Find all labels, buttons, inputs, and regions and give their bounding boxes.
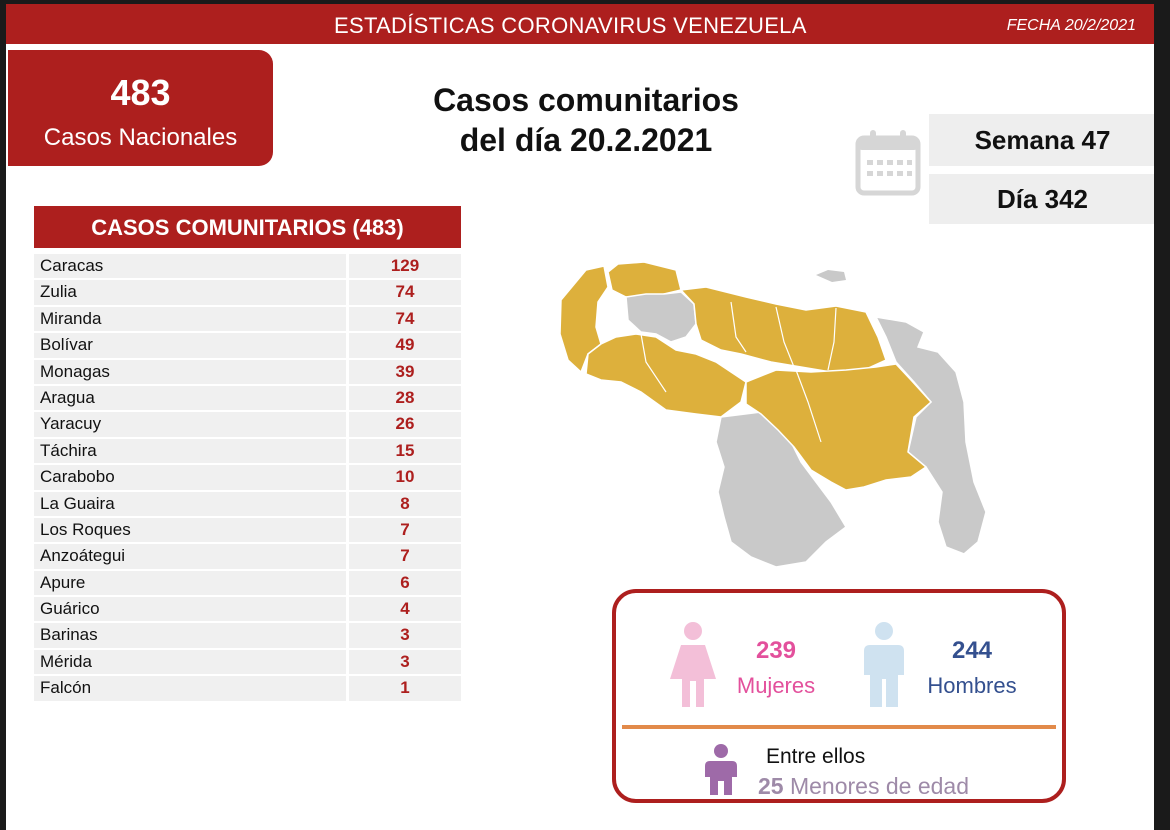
state-cases: 28 bbox=[349, 385, 461, 411]
state-cases: 8 bbox=[349, 491, 461, 516]
state-cases: 10 bbox=[349, 465, 461, 490]
women-label: Mujeres bbox=[736, 673, 816, 698]
state-cases: 15 bbox=[349, 438, 461, 464]
demographics-panel: 239 Mujeres 244 Hombres Entre ellos 25 M… bbox=[612, 589, 1066, 803]
divider bbox=[622, 725, 1056, 729]
state-name: Apure bbox=[34, 570, 346, 596]
table-row: Falcón 1 bbox=[34, 676, 461, 701]
national-cases-count: 483 bbox=[110, 72, 171, 113]
map-region-zulia bbox=[559, 265, 609, 374]
map-region-islands bbox=[816, 270, 846, 282]
table-row: Zulia 74 bbox=[34, 280, 461, 305]
map-region-amazonas bbox=[715, 411, 847, 568]
state-name: Miranda bbox=[34, 306, 346, 332]
venezuela-map bbox=[559, 261, 987, 568]
child-icon bbox=[705, 744, 737, 795]
week-indicator: Semana 47 bbox=[929, 114, 1156, 166]
state-cases: 74 bbox=[349, 280, 461, 305]
women-count: 239 bbox=[755, 637, 797, 664]
state-cases: 4 bbox=[349, 597, 461, 622]
state-name: Falcón bbox=[34, 676, 346, 701]
table-row: Aragua 28 bbox=[34, 385, 461, 411]
state-name: Anzoátegui bbox=[34, 544, 346, 569]
state-cases: 7 bbox=[349, 544, 461, 569]
map-region-lara bbox=[625, 291, 697, 343]
day-indicator: Día 342 bbox=[929, 174, 1156, 224]
state-name: Barinas bbox=[34, 623, 346, 648]
state-name: La Guaira bbox=[34, 491, 346, 516]
state-name: Aragua bbox=[34, 385, 346, 411]
state-cases: 39 bbox=[349, 359, 461, 384]
header-title: ESTADÍSTICAS CORONAVIRUS VENEZUELA bbox=[334, 13, 807, 38]
map-region-falcon bbox=[607, 261, 682, 301]
state-cases: 3 bbox=[349, 649, 461, 675]
table-row: La Guaira 8 bbox=[34, 491, 461, 516]
header-date: FECHA 20/2/2021 bbox=[1006, 17, 1136, 34]
map-region-bolivar bbox=[745, 363, 933, 491]
header-bar: ESTADÍSTICAS CORONAVIRUS VENEZUELA FECHA… bbox=[6, 4, 1154, 44]
table-row: Táchira 15 bbox=[34, 438, 461, 464]
male-icon bbox=[864, 622, 904, 707]
table-row: Miranda 74 bbox=[34, 306, 461, 332]
infographic: ESTADÍSTICAS CORONAVIRUS VENEZUELA FECHA… bbox=[6, 4, 1162, 830]
table-row: Guárico 4 bbox=[34, 597, 461, 622]
cases-table: Caracas 129 Zulia 74 Miranda 74 Bolívar 49 Monag… bbox=[34, 254, 461, 703]
state-name: Yaracuy bbox=[34, 412, 346, 437]
state-cases: 129 bbox=[349, 254, 461, 279]
state-cases: 3 bbox=[349, 623, 461, 648]
calendar-icon bbox=[855, 130, 921, 196]
female-icon bbox=[670, 622, 716, 707]
state-name: Los Roques bbox=[34, 517, 346, 543]
state-name: Bolívar bbox=[34, 333, 346, 358]
table-row: Bolívar 49 bbox=[34, 333, 461, 358]
state-name: Mérida bbox=[34, 649, 346, 675]
table-row: Apure 6 bbox=[34, 570, 461, 596]
edge-strip bbox=[1154, 4, 1162, 830]
minors-intro: Entre ellos bbox=[766, 745, 866, 768]
cases-table-title: CASOS COMUNITARIOS (483) bbox=[34, 206, 461, 248]
state-cases: 74 bbox=[349, 306, 461, 332]
page-title-line1: Casos comunitarios bbox=[433, 82, 739, 118]
state-cases: 49 bbox=[349, 333, 461, 358]
table-row: Los Roques 7 bbox=[34, 517, 461, 543]
minors-label: Menores de edad bbox=[789, 773, 969, 799]
page-title: Casos comunitarios del día 20.2.2021 bbox=[386, 80, 786, 160]
men-label: Hombres bbox=[927, 673, 1017, 698]
state-name: Guárico bbox=[34, 597, 346, 622]
state-cases: 7 bbox=[349, 517, 461, 543]
state-name: Zulia bbox=[34, 280, 346, 305]
map-region-center bbox=[679, 286, 887, 373]
minors-count: 25 bbox=[758, 773, 784, 799]
table-row: Barinas 3 bbox=[34, 623, 461, 648]
table-row: Caracas 129 bbox=[34, 254, 461, 279]
state-cases: 6 bbox=[349, 570, 461, 596]
national-cases-card: 483 Casos Nacionales bbox=[8, 50, 273, 166]
state-name: Táchira bbox=[34, 438, 346, 464]
state-name: Monagas bbox=[34, 359, 346, 384]
page-title-line2: del día 20.2.2021 bbox=[459, 122, 713, 158]
state-cases: 1 bbox=[349, 676, 461, 701]
men-count: 244 bbox=[951, 637, 993, 664]
state-name: Carabobo bbox=[34, 465, 346, 490]
minors-text: 25 Menores de edad bbox=[758, 773, 969, 800]
table-row: Anzoátegui 7 bbox=[34, 544, 461, 569]
table-row: Monagas 39 bbox=[34, 359, 461, 384]
state-name: Caracas bbox=[34, 254, 346, 279]
table-row: Mérida 3 bbox=[34, 649, 461, 675]
table-row: Yaracuy 26 bbox=[34, 412, 461, 437]
state-cases: 26 bbox=[349, 412, 461, 437]
table-row: Carabobo 10 bbox=[34, 465, 461, 490]
national-cases-label: Casos Nacionales bbox=[43, 124, 238, 151]
